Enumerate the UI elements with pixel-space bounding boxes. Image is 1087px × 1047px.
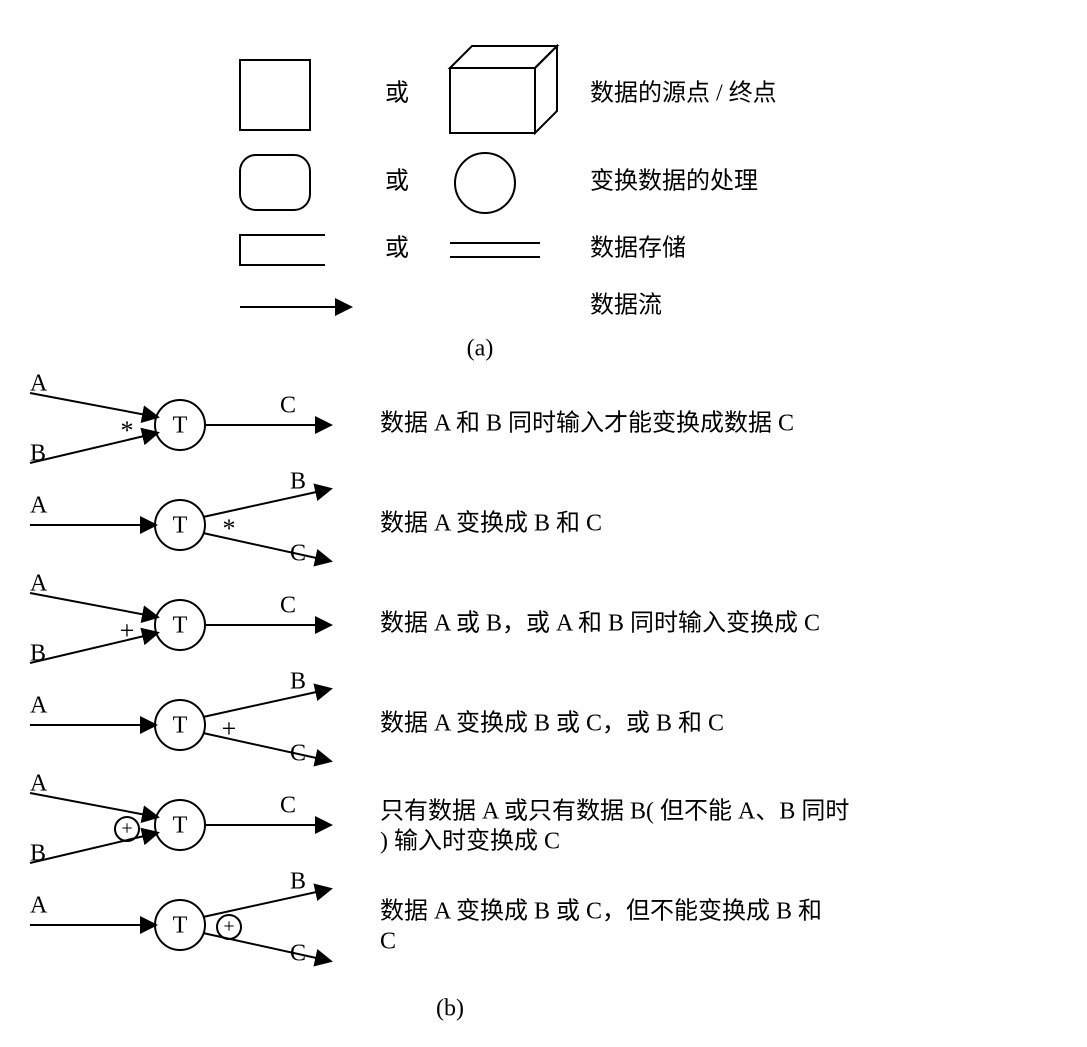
output-label: C [290,941,306,967]
operator: + [223,916,234,938]
legend-desc: 数据流 [590,292,662,319]
line [30,833,157,863]
row-desc: C [380,929,396,955]
path [535,46,557,133]
diagram-container: 或数据的源点 / 终点或变换数据的处理或数据存储数据流(a)TABC*数据 A … [20,20,1067,1027]
row-desc: ) 输入时变换成 C [380,828,560,855]
or-label: 或 [385,168,409,195]
row-desc: 只有数据 A 或只有数据 B( 但不能 A、B 同时 [380,798,849,825]
rect [240,155,310,210]
operator: * [223,514,236,543]
line [30,633,157,663]
output-label: B [290,469,306,495]
output-label: C [280,593,296,619]
line [203,689,330,717]
caption-a: (a) [467,336,494,362]
row-desc: 数据 A 变换成 B 或 C，但不能变换成 B 和 [380,898,822,925]
output-label: C [290,741,306,767]
operator: * [121,416,134,445]
line [203,889,330,917]
rect [450,68,535,133]
legend-desc: 变换数据的处理 [590,168,758,195]
legend-desc: 数据存储 [590,235,686,262]
operator: + [222,714,237,743]
node-label: T [173,813,188,839]
diagram-svg: 或数据的源点 / 终点或变换数据的处理或数据存储数据流(a)TABC*数据 A … [20,20,1067,1027]
input-label: A [30,493,48,519]
path [240,235,325,265]
output-label: B [290,669,306,695]
output-label: C [290,541,306,567]
line [203,489,330,517]
operator: + [120,616,135,645]
line [30,793,157,817]
input-label: A [30,893,48,919]
output-label: C [280,793,296,819]
line [30,593,157,617]
output-label: C [280,393,296,419]
line [30,433,157,463]
node-label: T [173,913,188,939]
line [30,393,157,417]
circle [455,153,515,213]
input-label: A [30,693,48,719]
rect [240,60,310,130]
operator: + [121,818,132,840]
path [450,46,557,68]
caption-b: (b) [436,996,464,1022]
legend-desc: 数据的源点 / 终点 [590,80,777,107]
output-label: B [290,869,306,895]
row-desc: 数据 A 变换成 B 或 C，或 B 和 C [380,710,724,737]
or-label: 或 [385,235,409,262]
node-label: T [173,413,188,439]
or-label: 或 [385,80,409,107]
node-label: T [173,513,188,539]
row-desc: 数据 A 变换成 B 和 C [380,510,602,537]
node-label: T [173,613,188,639]
row-desc: 数据 A 和 B 同时输入才能变换成数据 C [380,410,794,437]
row-desc: 数据 A 或 B，或 A 和 B 同时输入变换成 C [380,610,820,637]
node-label: T [173,713,188,739]
